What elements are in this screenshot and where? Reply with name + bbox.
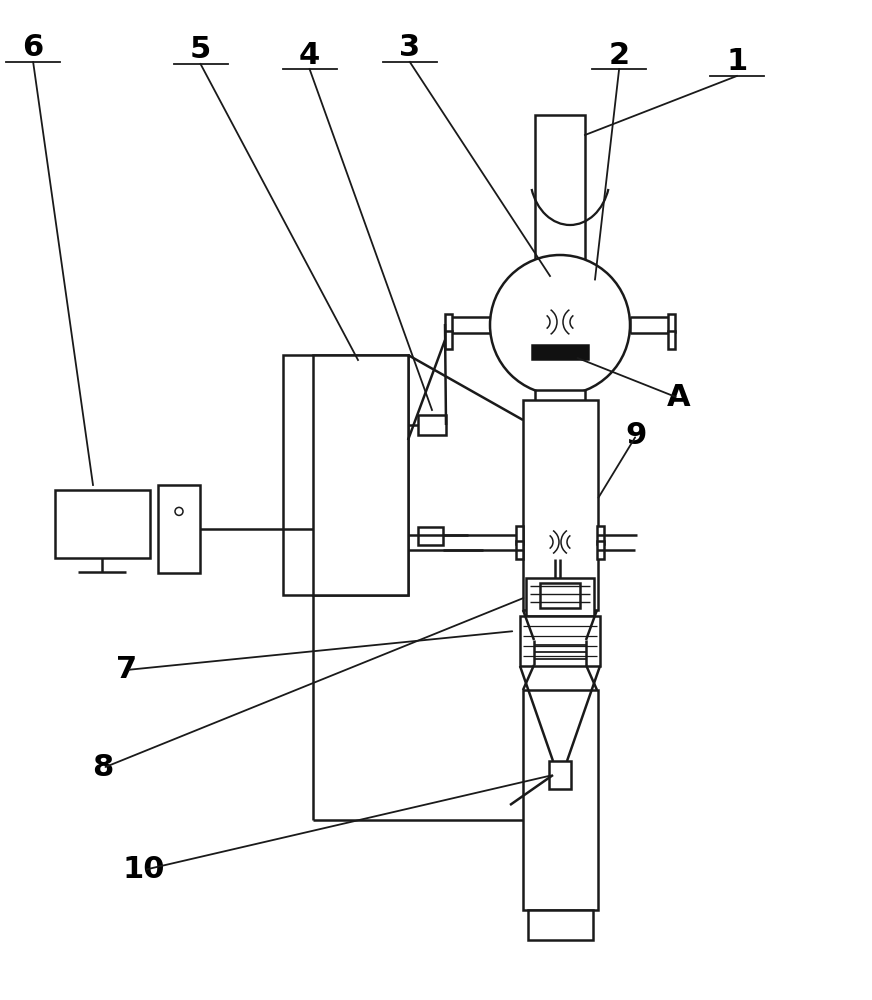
Bar <box>535 115 585 265</box>
Bar <box>523 690 598 910</box>
Bar <box>520 616 600 666</box>
Bar <box>668 314 675 332</box>
Text: 5: 5 <box>190 35 211 64</box>
Text: A: A <box>666 383 691 412</box>
Text: 7: 7 <box>116 656 137 685</box>
Bar <box>549 761 571 789</box>
Bar <box>668 331 675 349</box>
Bar <box>418 527 443 545</box>
Bar <box>445 331 452 349</box>
Text: 3: 3 <box>399 33 420 62</box>
Bar <box>535 390 585 403</box>
Text: 1: 1 <box>726 47 747 77</box>
Bar <box>516 526 523 544</box>
Bar <box>597 526 604 544</box>
Bar <box>158 485 200 573</box>
Bar <box>532 345 588 359</box>
Bar <box>597 541 604 559</box>
Bar <box>523 400 598 610</box>
Bar <box>528 910 593 940</box>
Bar <box>445 314 452 332</box>
Bar <box>55 490 150 558</box>
Text: 2: 2 <box>609 40 630 70</box>
Circle shape <box>490 255 630 395</box>
Text: 8: 8 <box>92 754 113 782</box>
Bar <box>526 578 594 616</box>
Bar <box>313 355 408 595</box>
Bar <box>516 541 523 559</box>
Text: 9: 9 <box>626 420 647 450</box>
Text: 10: 10 <box>123 856 165 884</box>
Text: 4: 4 <box>299 40 320 70</box>
Text: 6: 6 <box>23 33 44 62</box>
Bar <box>418 415 446 435</box>
Bar <box>283 355 408 595</box>
Bar <box>540 583 580 608</box>
